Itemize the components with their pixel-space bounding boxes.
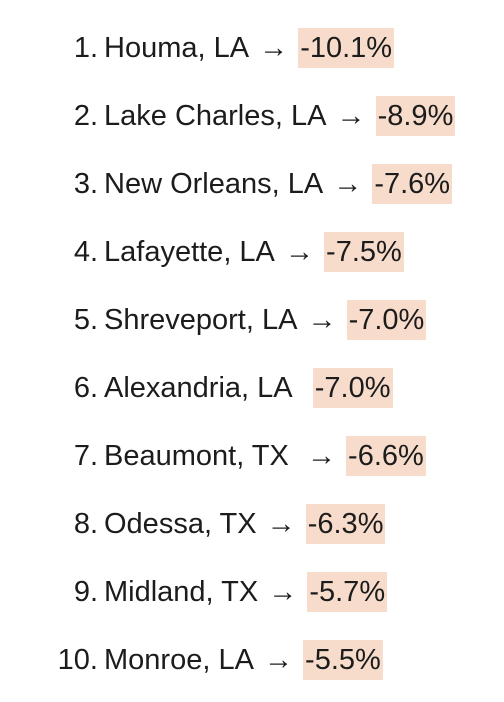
arrow-icon: → — [276, 236, 323, 268]
percent-change: -6.3% — [305, 504, 386, 544]
city-name: Odessa, TX — [104, 508, 257, 540]
list-item: 1. Houma, LA → -10.1% — [0, 28, 395, 68]
city-name: Lake Charles, LA — [104, 100, 327, 132]
city-name: Shreveport, LA — [104, 304, 298, 336]
list-item: 2. Lake Charles, LA → -8.9% — [0, 96, 456, 136]
city-name: Midland, TX — [104, 576, 259, 608]
list-item: 4. Lafayette, LA → -7.5% — [0, 232, 404, 272]
percent-change: -10.1% — [298, 28, 395, 68]
arrow-spacer — [293, 368, 313, 408]
arrow-icon: → — [299, 304, 345, 336]
list-item: 3. New Orleans, LA → -7.6% — [0, 164, 453, 204]
city-name: Beaumont, TX — [104, 440, 289, 472]
arrow-icon: → — [290, 440, 345, 472]
rank-number: 7. — [73, 440, 98, 472]
percent-change: -6.6% — [346, 436, 426, 476]
percent-change: -7.0% — [346, 300, 427, 340]
arrow-icon: → — [328, 100, 374, 132]
rank-number: 9. — [73, 576, 98, 608]
arrow-icon: → — [251, 32, 297, 64]
percent-change: -5.5% — [303, 640, 383, 680]
percent-change: -5.7% — [307, 572, 388, 612]
rank-number: 10. — [57, 644, 98, 676]
rank-number: 1. — [73, 32, 98, 64]
list-item: 8. Odessa, TX → -6.3% — [0, 504, 386, 544]
city-name: Alexandria, LA — [104, 372, 293, 404]
percent-change: -7.5% — [324, 232, 404, 272]
percent-change: -7.0% — [312, 368, 393, 408]
arrow-icon: → — [260, 576, 306, 608]
city-name: Monroe, LA — [104, 644, 254, 676]
rank-number: 3. — [73, 168, 98, 200]
list-item: 10. Monroe, LA → -5.5% — [0, 640, 383, 680]
rank-number: 5. — [73, 304, 98, 336]
arrow-icon: → — [325, 168, 371, 200]
rank-number: 6. — [73, 372, 98, 404]
arrow-icon: → — [258, 508, 304, 540]
rank-number: 8. — [73, 508, 98, 540]
list-item: 6. Alexandria, LA -7.0% — [0, 368, 393, 408]
list-item: 5. Shreveport, LA → -7.0% — [0, 300, 427, 340]
city-name: New Orleans, LA — [104, 168, 324, 200]
rank-number: 2. — [73, 100, 98, 132]
list-item: 9. Midland, TX → -5.7% — [0, 572, 388, 612]
list-item: 7. Beaumont, TX → -6.6% — [0, 436, 426, 476]
city-name: Lafayette, LA — [104, 236, 275, 268]
percent-change: -8.9% — [375, 96, 456, 136]
percent-change: -7.6% — [372, 164, 453, 204]
arrow-icon: → — [255, 644, 302, 676]
rank-number: 4. — [73, 236, 98, 268]
city-name: Houma, LA — [104, 32, 250, 64]
